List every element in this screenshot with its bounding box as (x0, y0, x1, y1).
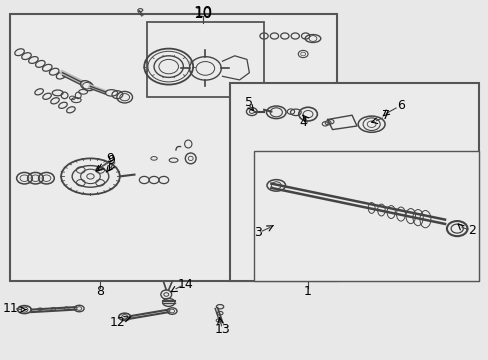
Bar (254, 151, 478, 281)
Text: 5: 5 (245, 96, 253, 109)
Bar (229, 83, 478, 281)
Text: 11: 11 (3, 302, 19, 315)
Text: 9: 9 (107, 154, 115, 167)
Text: 10: 10 (194, 6, 211, 20)
Text: 13: 13 (214, 323, 230, 336)
Text: 7: 7 (382, 109, 389, 122)
Text: 9: 9 (106, 152, 114, 165)
Bar (10, 14, 337, 281)
Text: 14: 14 (178, 278, 193, 291)
Bar (146, 22, 264, 97)
Text: 3: 3 (254, 226, 262, 239)
Text: 10: 10 (193, 6, 212, 21)
Text: 12: 12 (109, 316, 125, 329)
Text: 4: 4 (299, 116, 306, 129)
Text: 2: 2 (467, 224, 475, 237)
Text: 8: 8 (96, 285, 104, 298)
Text: 1: 1 (304, 285, 311, 298)
Text: 6: 6 (396, 99, 404, 112)
